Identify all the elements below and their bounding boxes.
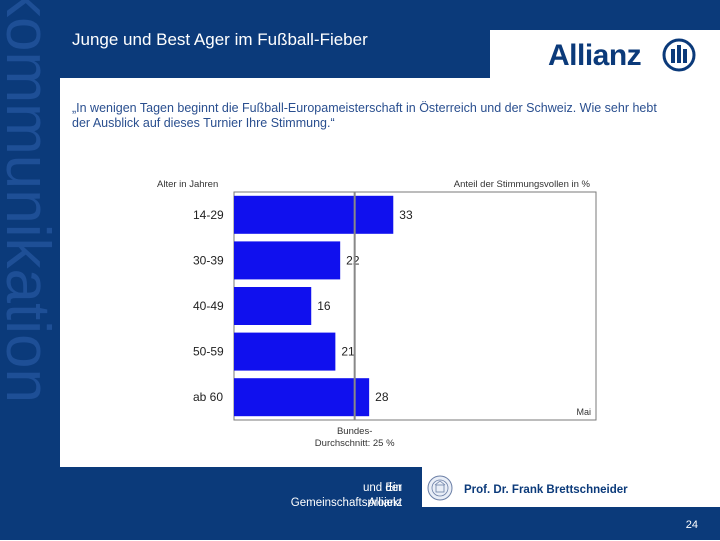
category-label: 40-49 — [193, 299, 224, 313]
bottom-band: 24 — [60, 507, 720, 540]
bar-chart: Alter in Jahren Anteil der Stimmungsvoll… — [157, 179, 597, 449]
value-label: 33 — [399, 208, 413, 222]
survey-question: „In wenigen Tagen beginnt die Fußball-Eu… — [72, 101, 657, 130]
left-band: kommunikation — [0, 0, 60, 540]
university-seal-icon — [427, 475, 453, 501]
project-info: Ein Gemeinschaftsprojekt der Universität… — [60, 467, 422, 539]
category-label: 50-59 — [193, 345, 224, 359]
allianz-logo: Allianz — [490, 30, 720, 78]
logo-wordmark: Allianz — [548, 39, 642, 72]
allianz-eagle-icon — [662, 38, 696, 72]
bar-ab-60 — [234, 378, 370, 417]
category-label: 30-39 — [193, 253, 224, 267]
slide-title: Junge und Best Ager im Fußball-Fieber — [72, 30, 368, 49]
reference-label-line2: Durchschnitt: 25 % — [315, 438, 395, 449]
author-name: Prof. Dr. Frank Brettschneider — [464, 484, 628, 496]
bar-50-59 — [234, 332, 336, 371]
bar-30-39 — [234, 241, 341, 280]
page-number: 24 — [685, 519, 698, 531]
category-label: ab 60 — [193, 390, 223, 404]
chart-note: Mai — [576, 407, 591, 417]
value-label: 16 — [317, 299, 331, 313]
reference-label-line1: Bundes- — [337, 426, 372, 437]
bar-14-29 — [234, 195, 394, 234]
value-label: 22 — [346, 253, 360, 267]
author-block: Prof. Dr. Frank Brettschneider — [422, 467, 720, 507]
bars-group: 14-29 33 30-39 22 40-49 16 50-59 21 ab 60 28 — [193, 195, 413, 417]
category-label: 14-29 — [193, 208, 224, 222]
y-axis-title: Alter in Jahren — [157, 179, 218, 190]
value-label: 21 — [341, 345, 355, 359]
value-label: 28 — [375, 390, 389, 404]
bar-40-49 — [234, 287, 312, 325]
x-axis-title: Anteil der Stimmungsvollen in % — [454, 179, 591, 190]
